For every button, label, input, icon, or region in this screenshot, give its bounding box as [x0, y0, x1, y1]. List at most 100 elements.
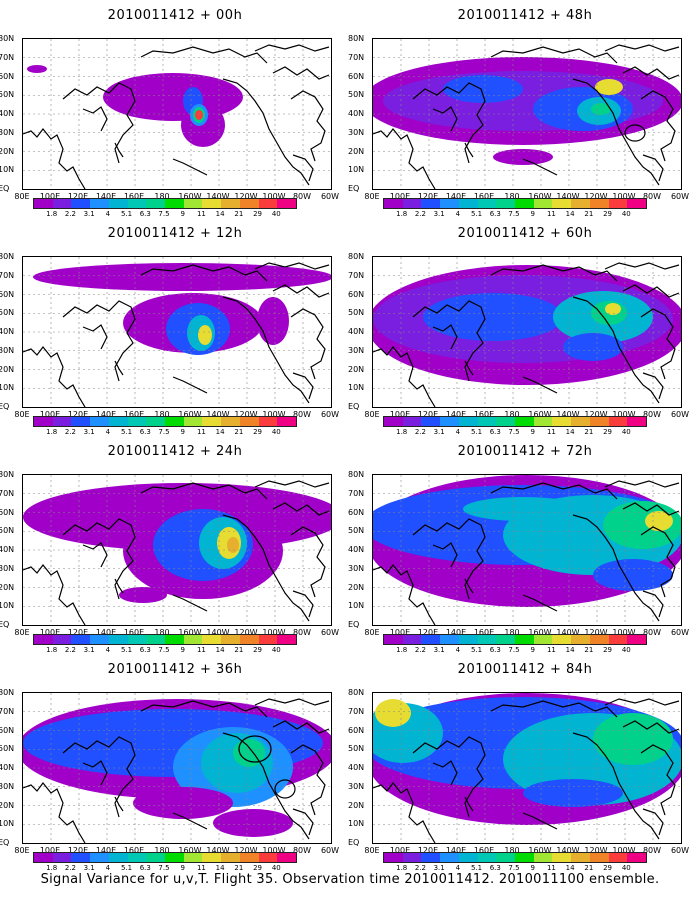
latitude-label: 20N	[348, 582, 365, 592]
longitude-label: 60W	[670, 410, 690, 419]
colorbar-swatch	[384, 635, 403, 644]
latitude-label: 10N	[348, 819, 365, 829]
latitude-label: EQ	[0, 402, 10, 411]
colorbar-label: 2.2	[64, 428, 76, 436]
colorbar-label: 3.1	[433, 428, 445, 436]
panel-title: 2010011412 + 48h	[457, 8, 593, 23]
colorbar-label: 21	[584, 428, 594, 436]
colorbar-swatch	[627, 635, 647, 644]
colorbar	[383, 198, 647, 209]
panel-title: 2010011412 + 12h	[107, 226, 243, 241]
colorbar-swatch	[165, 417, 184, 426]
longitude-label: 160W	[178, 628, 202, 637]
colorbar-label: 21	[584, 864, 594, 872]
colorbar-label: 40	[271, 646, 281, 654]
colorbar-swatch	[52, 417, 72, 426]
colorbar-label: 4	[105, 646, 111, 654]
longitude-label: 140E	[95, 410, 117, 419]
colorbar-swatch	[421, 417, 441, 426]
longitude-label: 160E	[123, 410, 145, 419]
colorbar-swatch	[627, 853, 647, 862]
panel-title: 2010011412 + 84h	[457, 662, 593, 677]
longitude-label: 160E	[473, 410, 495, 419]
panel-title: 2010011412 + 24h	[107, 444, 243, 459]
longitude-label: 100E	[389, 410, 411, 419]
longitude-label: 160E	[123, 628, 145, 637]
colorbar-swatch	[165, 199, 184, 208]
colorbar-label: 11	[546, 646, 556, 654]
latitude-label: 60N	[0, 507, 15, 517]
colorbar-label: 29	[253, 864, 263, 872]
colorbar-swatch	[221, 199, 240, 208]
longitude-label: 160E	[123, 192, 145, 201]
colorbar-swatch	[108, 853, 128, 862]
latitude-label: 30N	[0, 781, 15, 791]
longitude-label: 60W	[320, 846, 340, 855]
colorbar-swatch	[165, 853, 184, 862]
longitude-label: 140E	[445, 192, 467, 201]
colorbar-swatch	[384, 417, 403, 426]
colorbar-label: 5.1	[470, 864, 483, 872]
longitude-label: 100W	[262, 192, 286, 201]
colorbar-swatch	[71, 199, 91, 208]
colorbar-swatch	[71, 853, 91, 862]
latitude-label: 70N	[348, 270, 365, 280]
variance-map	[372, 256, 682, 408]
latitude-label: 80N	[0, 470, 15, 479]
colorbar-swatch	[239, 199, 259, 208]
colorbar-swatch	[183, 199, 203, 208]
colorbar-label: 7.5	[508, 864, 520, 872]
latitude-label: EQ	[0, 838, 10, 847]
colorbar-label: 4	[455, 210, 461, 218]
colorbar-swatch	[477, 853, 497, 862]
longitude-label: 80E	[364, 410, 380, 419]
longitude-label: 140W	[556, 410, 580, 419]
colorbar-label: 40	[271, 864, 281, 872]
colorbar-label: 1.8	[46, 210, 58, 218]
longitude-label: 80E	[364, 628, 380, 637]
colorbar-swatch	[34, 417, 53, 426]
colorbar-label: 2.2	[64, 646, 76, 654]
longitude-label: 80W	[292, 846, 312, 855]
map-panel: 2010011412 + 12h 80N 70N 60N 50N 40N 30N 20N 10N…	[0, 218, 340, 438]
colorbar-swatch	[458, 853, 478, 862]
longitude-label: 140E	[95, 192, 117, 201]
colorbar-label: 9	[180, 646, 185, 654]
longitude-label: 100W	[262, 846, 286, 855]
colorbar-swatch	[496, 417, 516, 426]
colorbar-swatch	[477, 635, 497, 644]
colorbar-swatch	[571, 853, 590, 862]
colorbar-label: 5.1	[470, 428, 483, 436]
longitude-label: 60W	[670, 628, 690, 637]
latitude-label: 40N	[348, 109, 365, 118]
colorbar-label: 6.3	[139, 646, 151, 654]
colorbar-swatch	[52, 199, 72, 208]
longitude-label: 120E	[67, 192, 89, 201]
latitude-label: 40N	[348, 763, 365, 772]
latitude-label: 60N	[0, 71, 15, 81]
colorbar-label: 9	[530, 210, 535, 218]
latitude-label: 80N	[348, 34, 365, 43]
colorbar-swatch	[515, 199, 534, 208]
map-panel: 2010011412 + 72h 80N 70N 60N 50N 40N 30N 20N 10N…	[348, 436, 690, 656]
colorbar-label: 1.8	[46, 646, 58, 654]
longitude-label: 100W	[612, 846, 636, 855]
longitude-label: 140W	[556, 628, 580, 637]
colorbar-label: 1.8	[396, 646, 408, 654]
colorbar-label: 6.3	[489, 864, 501, 872]
colorbar-label: 5.1	[120, 428, 133, 436]
colorbar-swatch	[202, 417, 222, 426]
longitude-label: 120E	[67, 846, 89, 855]
colorbar-label: 6.3	[139, 210, 151, 218]
latitude-label: 80N	[348, 252, 365, 261]
colorbar-label: 5.1	[120, 210, 133, 218]
colorbar-label: 7.5	[158, 646, 170, 654]
colorbar-label: 1.8	[396, 864, 408, 872]
colorbar	[383, 852, 647, 863]
latitude-label: 80N	[0, 34, 15, 43]
colorbar-swatch	[552, 199, 572, 208]
colorbar-swatch	[90, 635, 109, 644]
longitude-label: 60W	[670, 192, 690, 201]
longitude-label: 60W	[320, 192, 340, 201]
colorbar-swatch	[127, 199, 147, 208]
